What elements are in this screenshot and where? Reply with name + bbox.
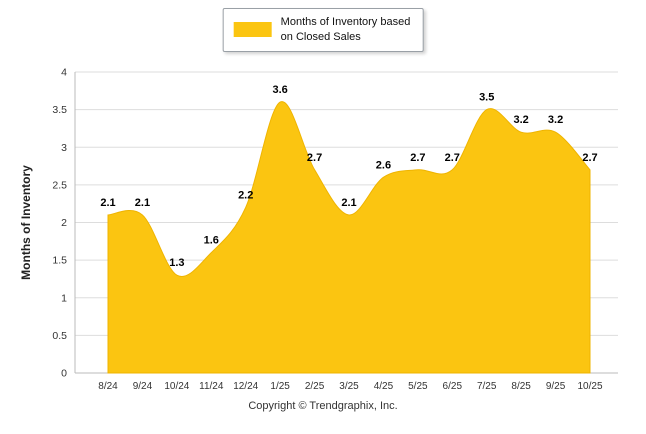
- legend-label-line1: Months of Inventory based: [280, 16, 411, 28]
- legend-label: Months of Inventory based on Closed Sale…: [281, 15, 411, 45]
- data-label: 1.6: [204, 235, 219, 247]
- x-tick-label: 8/25: [511, 381, 531, 392]
- y-tick-label: 4: [61, 67, 67, 79]
- x-tick-label: 6/25: [443, 381, 463, 392]
- data-label: 2.2: [238, 189, 253, 201]
- legend: Months of Inventory based on Closed Sale…: [222, 8, 424, 52]
- x-tick-label: 9/25: [546, 381, 566, 392]
- copyright-text: Copyright © Trendgraphix, Inc.: [248, 400, 398, 412]
- data-label: 2.6: [376, 159, 391, 171]
- y-tick-label: 3.5: [52, 104, 67, 116]
- data-label: 3.2: [513, 114, 528, 126]
- y-axis-title: Months of Inventory: [19, 165, 33, 280]
- x-tick-label: 7/25: [477, 381, 497, 392]
- data-label: 3.2: [548, 114, 563, 126]
- data-label: 1.3: [169, 257, 184, 269]
- x-tick-label: 2/25: [305, 381, 325, 392]
- area-series: [107, 101, 591, 374]
- x-tick-label: 10/24: [164, 381, 189, 392]
- data-label: 2.7: [445, 152, 460, 164]
- data-label: 2.1: [341, 197, 356, 209]
- data-label: 3.5: [479, 92, 494, 104]
- y-tick-label: 3: [61, 142, 67, 154]
- y-tick-label: 1: [61, 292, 67, 304]
- x-tick-label: 1/25: [270, 381, 290, 392]
- y-tick-label: 2.5: [52, 179, 67, 191]
- data-label: 2.1: [135, 197, 150, 209]
- y-tick-label: 0: [61, 368, 67, 380]
- data-label: 3.6: [272, 84, 287, 96]
- data-label: 2.7: [582, 152, 597, 164]
- y-tick-label: 1.5: [52, 255, 67, 267]
- x-tick-label: 8/24: [98, 381, 118, 392]
- x-tick-label: 3/25: [339, 381, 359, 392]
- legend-label-line2: on Closed Sales: [280, 30, 361, 43]
- x-tick-label: 10/25: [577, 381, 602, 392]
- x-tick-label: 11/24: [199, 381, 224, 392]
- data-label: 2.7: [307, 152, 322, 164]
- legend-swatch: [233, 22, 272, 38]
- x-tick-label: 4/25: [374, 381, 394, 392]
- x-tick-label: 9/24: [133, 381, 153, 392]
- data-label: 2.1: [100, 197, 115, 209]
- x-tick-label: 5/25: [408, 381, 428, 392]
- y-tick-label: 0.5: [52, 330, 67, 342]
- data-label: 2.7: [410, 152, 425, 164]
- x-tick-label: 12/24: [233, 381, 258, 392]
- y-tick-label: 2: [61, 217, 67, 229]
